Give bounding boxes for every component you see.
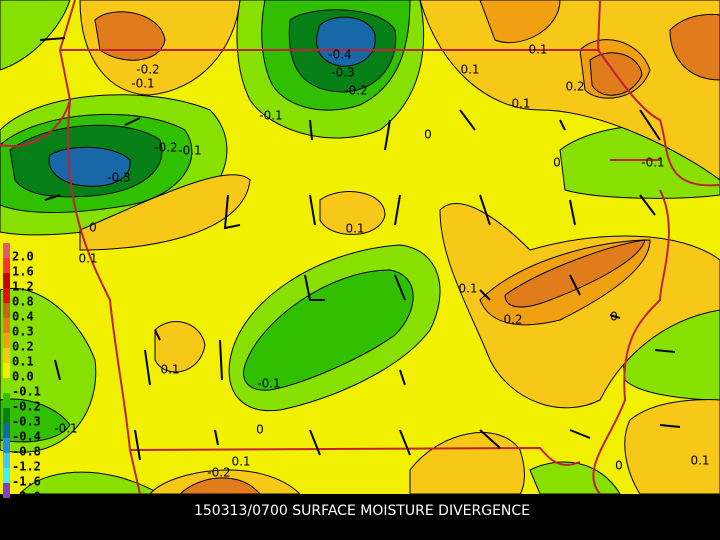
contour-label: 0.1 — [460, 63, 479, 77]
legend-swatch — [3, 303, 10, 318]
contour-label: -0.3 — [331, 66, 354, 80]
legend-swatch — [3, 378, 10, 393]
contour-label: 0.1 — [78, 252, 97, 266]
legend-label: -0.8 — [12, 445, 41, 459]
legend: 2.01.61.20.80.40.30.20.10.0-0.1-0.2-0.3-… — [3, 243, 41, 504]
legend-swatch — [3, 243, 10, 258]
contour-label: 0 — [89, 221, 97, 235]
legend-label: -0.4 — [12, 430, 41, 444]
contour-label: -0.2 — [207, 466, 230, 480]
legend-swatch — [3, 438, 10, 453]
legend-swatch — [3, 483, 10, 498]
field — [0, 0, 720, 495]
contour-labels: -0.2-0.1-0.4-0.3-0.2-0.10-0.2 -0.1-0.300.… — [54, 43, 709, 480]
legend-swatch — [3, 468, 10, 483]
contour-label: 0.1 — [345, 222, 364, 236]
legend-swatch — [3, 288, 10, 303]
contour-label: -0.1 — [131, 77, 154, 91]
legend-label: 0.8 — [12, 295, 34, 309]
legend-label: 1.6 — [12, 265, 34, 279]
legend-swatch — [3, 273, 10, 288]
contour-label: -0.1 — [259, 109, 282, 123]
contour-label: -0.1 — [641, 156, 664, 170]
contour-label: 0 — [615, 459, 623, 473]
legend-swatch — [3, 393, 10, 408]
legend-label: 0.3 — [12, 325, 34, 339]
contour-label: 0.1 — [458, 282, 477, 296]
legend-label: 0.0 — [12, 370, 34, 384]
legend-label: -0.1 — [12, 385, 41, 399]
contour-label: -0.1 — [257, 377, 280, 391]
legend-swatch — [3, 453, 10, 468]
legend-swatch — [3, 258, 10, 273]
contour-label: 0 — [610, 310, 618, 324]
contour-label: 0.1 — [160, 363, 179, 377]
legend-label: 1.2 — [12, 280, 34, 294]
legend-swatch — [3, 318, 10, 333]
contour-label: -0.3 — [107, 171, 130, 185]
legend-label: -1.2 — [12, 460, 41, 474]
legend-label: 2.0 — [12, 250, 34, 264]
contour-label: -0.1 — [54, 422, 77, 436]
wind-barbs — [39, 37, 681, 461]
legend-swatch — [3, 408, 10, 423]
legend-label: -0.3 — [12, 415, 41, 429]
legend-label: -1.6 — [12, 475, 41, 489]
legend-label: 0.1 — [12, 355, 34, 369]
legend-label: -2.0 — [12, 490, 41, 504]
contour-label: 0.1 — [511, 97, 530, 111]
contour-label: 0.1 — [690, 454, 709, 468]
contour-label: -0.1 — [178, 144, 201, 158]
legend-swatch — [3, 333, 10, 348]
contour-label: 0.1 — [231, 455, 250, 469]
contour-label: 0 — [553, 156, 561, 170]
legend-label: -0.2 — [12, 400, 41, 414]
contour-label: -0.4 — [328, 48, 351, 62]
contour-label: -0.2 — [154, 141, 177, 155]
contour-label: 0.2 — [565, 80, 584, 94]
legend-label: 0.4 — [12, 310, 34, 324]
caption: 150313/0700 SURFACE MOISTURE DIVERGENCE — [194, 503, 530, 519]
contour-label: 0.1 — [528, 43, 547, 57]
contour-label: 0 — [256, 423, 264, 437]
legend-swatch — [3, 363, 10, 378]
legend-swatch — [3, 423, 10, 438]
contour-label: 0.2 — [503, 313, 522, 327]
contour-label: 0 — [424, 128, 432, 142]
legend-label: 0.2 — [12, 340, 34, 354]
contour-label: -0.2 — [136, 63, 159, 77]
state-borders — [0, 0, 720, 495]
caption-bar — [0, 494, 720, 540]
legend-swatch — [3, 348, 10, 363]
contour-label: -0.2 — [344, 84, 367, 98]
